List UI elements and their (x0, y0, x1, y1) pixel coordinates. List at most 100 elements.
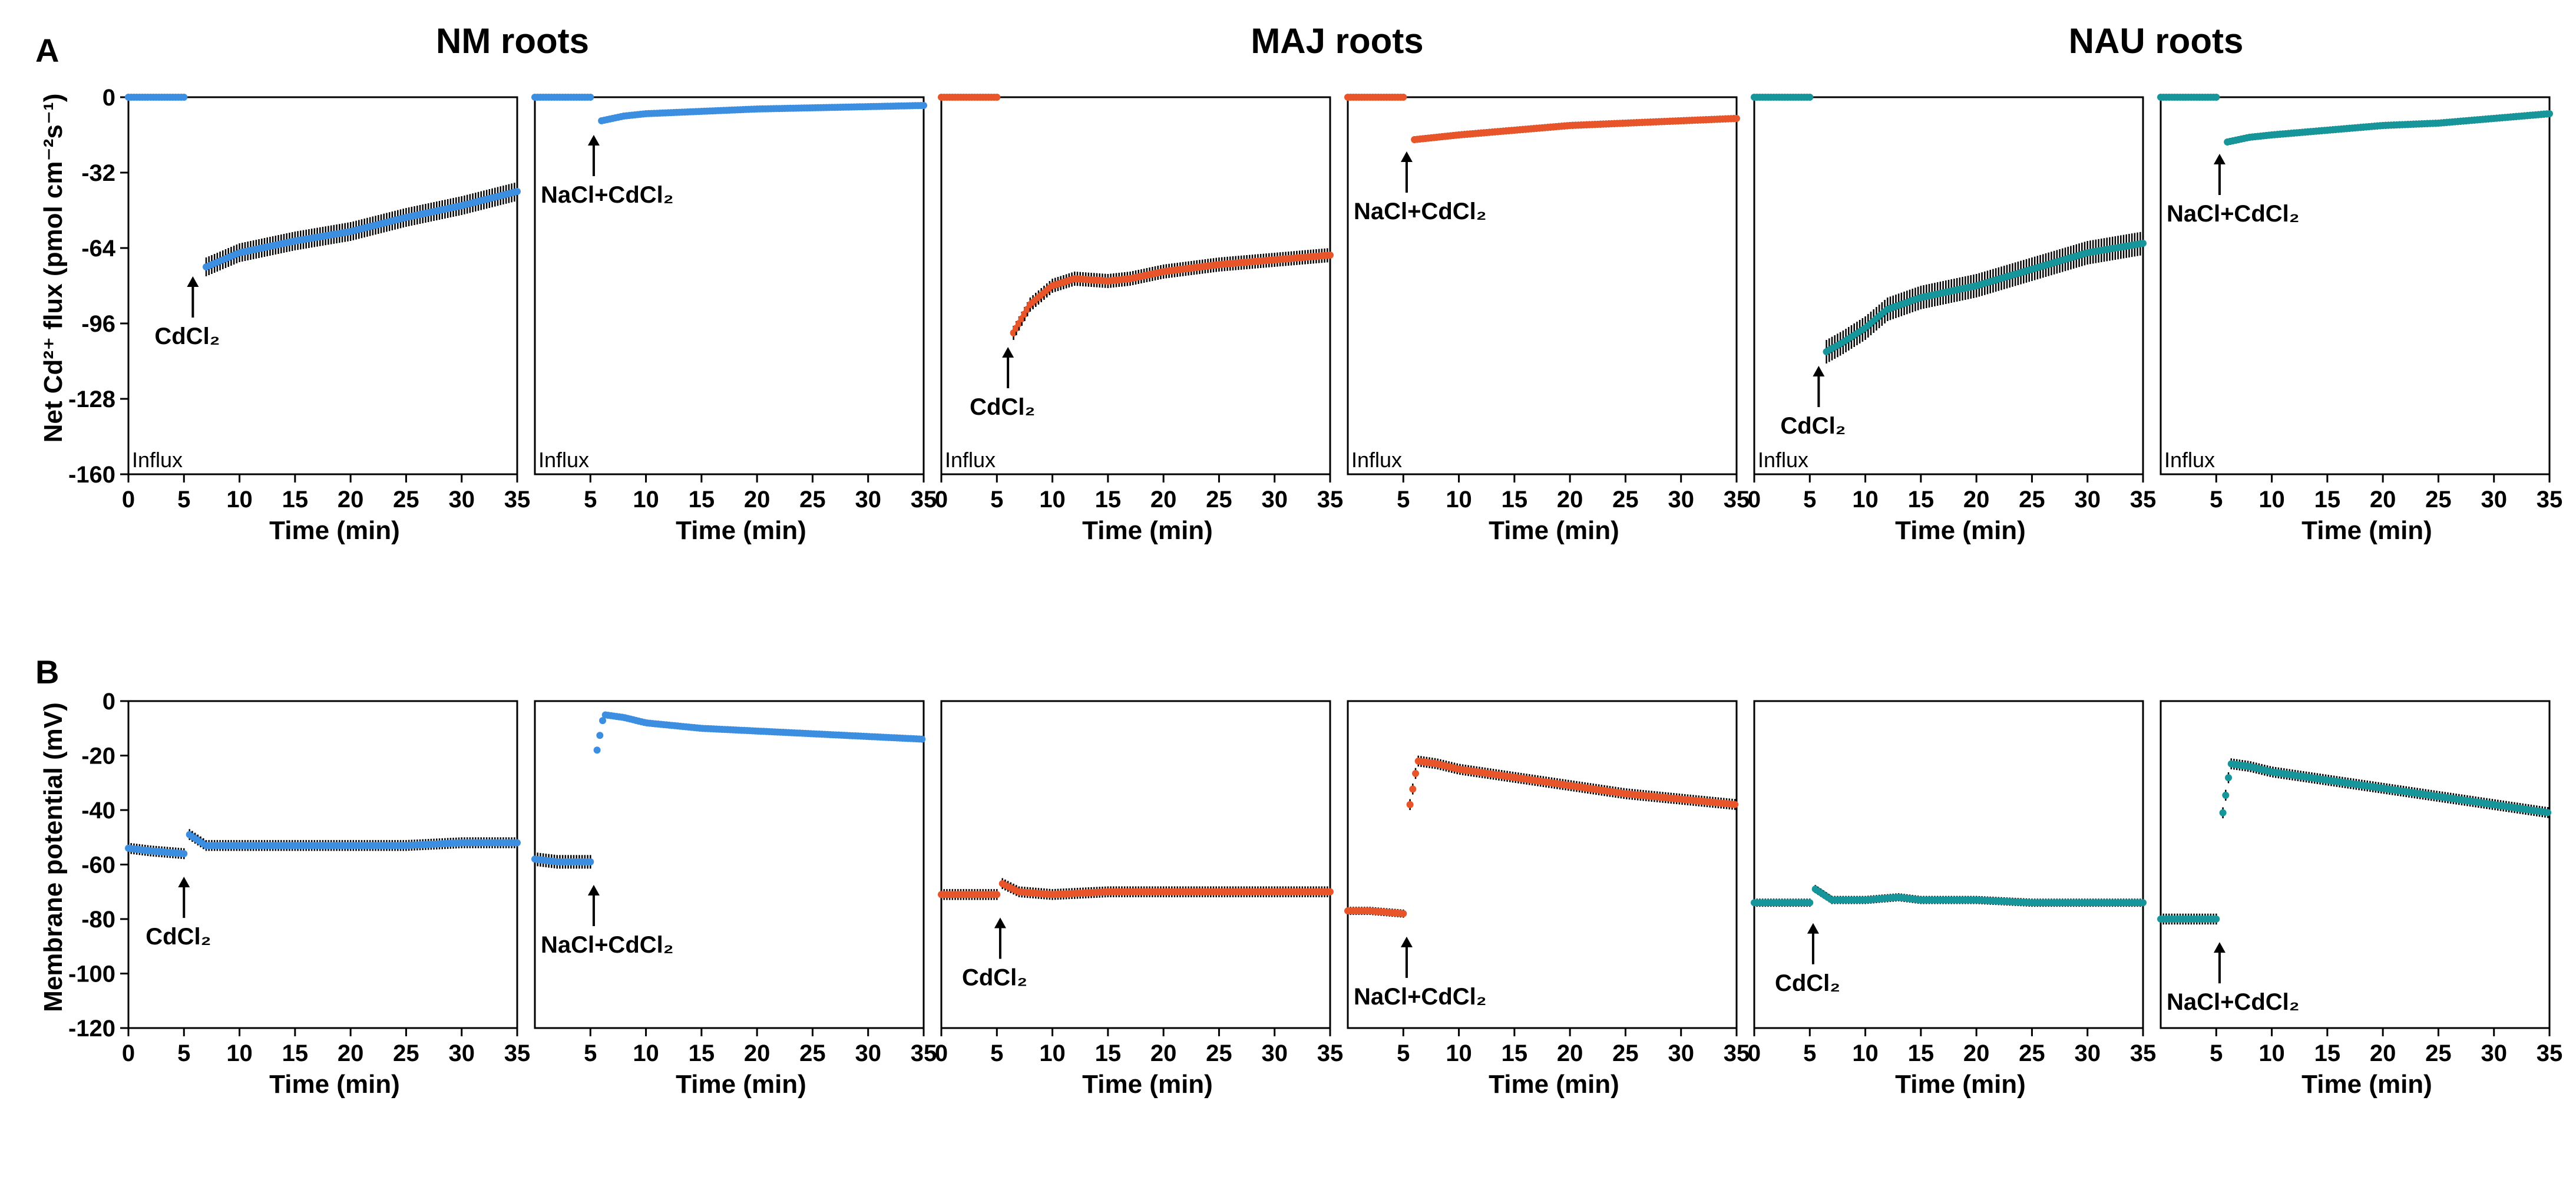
series-pre (1751, 94, 1814, 101)
influx-label: Influx (1758, 448, 1808, 472)
panel-b-6: 5 10 15 20 25 30 35 Time (min) NaCl+CdCl₂ (2157, 700, 2563, 1099)
x-tick-label: 0 (935, 1040, 948, 1066)
x-tick-label: 15 (1502, 487, 1528, 513)
x-tick-label: 20 (1150, 1040, 1177, 1066)
x-tick-label: 20 (1557, 487, 1583, 513)
x-tick-label: 35 (504, 1040, 531, 1066)
panel-a-6: 5 10 15 20 25 30 35 Time (min) Influx NaCl+CdCl₂ (2157, 94, 2562, 545)
annotation-arrow-head (2213, 154, 2226, 164)
annotation-label: NaCl+CdCl₂ (2167, 201, 2300, 227)
x-tick-label: 20 (744, 1040, 771, 1066)
data-point (514, 188, 521, 195)
plot-frame (127, 96, 518, 475)
plot-frame (1753, 96, 2144, 475)
series-pre (1344, 94, 1407, 101)
series-pre (1344, 907, 1407, 918)
x-tick-label: 5 (2210, 487, 2223, 513)
panel-a-4: 5 10 15 20 25 30 35 Time (min) Influx NaCl+CdCl₂ (1344, 94, 1750, 545)
series-post (1010, 248, 1334, 340)
x-axis-label: Time (min) (676, 1070, 806, 1099)
panel-a-5: 0 5 10 15 20 25 30 35 Time (min) Influx CdCl₂ (1748, 94, 2156, 545)
data-point (2213, 916, 2220, 923)
y-tick-label: -80 (81, 907, 115, 933)
x-tick-label: 10 (633, 1040, 659, 1066)
x-tick-label: 20 (2370, 1040, 2396, 1066)
x-tick-label: 20 (1557, 1040, 1583, 1066)
x-tick-label: 25 (2019, 1040, 2045, 1066)
data-point (2219, 809, 2227, 817)
x-tick-label: 30 (1261, 1040, 1288, 1066)
series-post (598, 102, 927, 124)
series-post (1823, 232, 2147, 363)
annotation-arrow-head (2213, 942, 2226, 953)
x-tick-label: 15 (689, 487, 715, 513)
x-tick-label: 35 (1317, 487, 1344, 513)
data-point (180, 94, 188, 101)
series-pre (2157, 913, 2220, 925)
series-pre (125, 94, 188, 101)
x-tick-label: 30 (2481, 487, 2507, 513)
x-tick-label: 30 (1668, 1040, 1694, 1066)
y-axis-label-b: Membrane potential (mV) (39, 702, 68, 1012)
x-tick-label: 25 (1612, 1040, 1639, 1066)
x-tick-label: 15 (1095, 1040, 1122, 1066)
data-point (2544, 809, 2552, 817)
plot-frame (534, 700, 925, 1029)
data-point (1731, 801, 1739, 808)
influx-label: Influx (132, 448, 183, 472)
influx-label: Influx (945, 448, 996, 472)
data-point (1412, 769, 1420, 777)
series-post (1811, 885, 2147, 907)
x-tick-label: 10 (1852, 487, 1879, 513)
x-tick-label: 5 (177, 1040, 190, 1066)
x-tick-label: 5 (584, 487, 597, 513)
plot-frame (2160, 700, 2551, 1029)
x-tick-label: 35 (1724, 1040, 1750, 1066)
annotation-arrow-head (994, 917, 1006, 928)
series-post (593, 711, 926, 754)
panel-a-2: 5 10 15 20 25 30 35 Time (min) Influx NaCl+CdCl₂ (531, 94, 937, 545)
x-tick-label: 10 (1852, 1040, 1879, 1066)
x-tick-label: 30 (1668, 487, 1694, 513)
y-axis-label-a: Net Cd²⁺ flux (pmol cm⁻²s⁻¹) (39, 94, 68, 443)
annotation-label: NaCl+CdCl₂ (1354, 984, 1487, 1010)
data-point (180, 850, 188, 857)
x-tick-label: 30 (855, 1040, 881, 1066)
x-tick-label: 15 (1502, 1040, 1528, 1066)
panel-b-1: 0 5 10 15 20 25 30 35 Time (min) 0 -20 -40 -60 -80 -10… (68, 689, 530, 1099)
annotation-arrow-head (1813, 366, 1825, 376)
x-tick-label: 35 (1724, 487, 1750, 513)
x-tick-label: 10 (1039, 1040, 1066, 1066)
annotation-arrow-head (587, 135, 600, 146)
series-post (1411, 115, 1740, 143)
plot-frame (127, 700, 518, 1029)
panel-b-4: 5 10 15 20 25 30 35 Time (min) NaCl+CdCl₂ (1344, 700, 1750, 1099)
x-tick-label: 20 (1963, 1040, 1990, 1066)
data-point (1400, 94, 1407, 101)
y-tick-label: -160 (68, 462, 115, 488)
series-post (2224, 110, 2553, 146)
x-tick-label: 10 (633, 487, 659, 513)
x-tick-label: 35 (2537, 487, 2563, 513)
x-tick-label: 10 (1446, 1040, 1472, 1066)
x-tick-label: 25 (2019, 487, 2045, 513)
x-tick-label: 10 (2258, 487, 2285, 513)
y-tick-label: -20 (81, 743, 115, 769)
x-tick-label: 30 (1261, 487, 1288, 513)
y-tick-label: 0 (102, 689, 115, 715)
annotation-label: NaCl+CdCl₂ (541, 932, 674, 958)
x-tick-label: 25 (1206, 487, 1232, 513)
plot-frame (1753, 700, 2144, 1029)
annotation-arrow-head (178, 877, 190, 888)
panel-a-3: 0 5 10 15 20 25 30 35 Time (min) Influx CdCl₂ (935, 94, 1343, 545)
data-point (2546, 110, 2553, 117)
x-tick-label: 25 (799, 1040, 826, 1066)
x-tick-label: 0 (122, 487, 135, 513)
y-tick-label: -64 (81, 236, 116, 262)
x-axis-label: Time (min) (1895, 516, 2026, 545)
x-tick-label: 35 (2537, 1040, 2563, 1066)
x-axis-label: Time (min) (269, 1070, 400, 1099)
panel-b-2: 5 10 15 20 25 30 35 Time (min) NaCl+CdCl₂ (531, 700, 937, 1099)
annotation-arrow-head (1002, 347, 1014, 358)
series-post (186, 829, 521, 851)
